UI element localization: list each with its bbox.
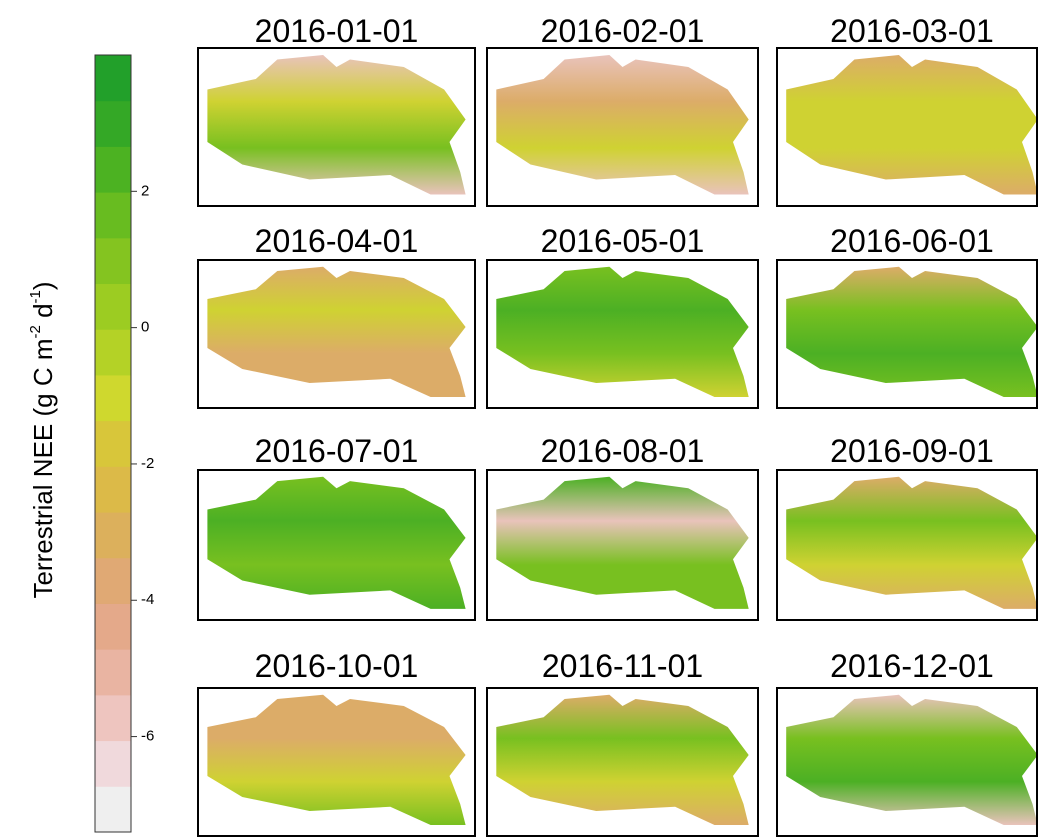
colorbar-step <box>95 649 131 695</box>
colorbar-step <box>95 466 131 512</box>
label-part: d <box>28 303 58 325</box>
colorbar-step <box>95 146 131 192</box>
map-region <box>207 267 465 397</box>
map-region <box>496 695 748 825</box>
colorbar-step <box>95 421 131 467</box>
colorbar-step <box>95 741 131 787</box>
map-title: 2016-01-01 <box>255 13 419 49</box>
colorbar-step <box>95 558 131 604</box>
colorbar-step <box>95 512 131 558</box>
map-title: 2016-07-01 <box>255 433 419 469</box>
map-title: 2016-04-01 <box>255 223 419 259</box>
map-region <box>207 477 465 609</box>
map-region <box>207 695 465 825</box>
map-title: 2016-11-01 <box>542 648 703 684</box>
colorbar-step <box>95 786 131 832</box>
colorbar-step <box>95 55 131 101</box>
map-title: 2016-03-01 <box>830 13 994 49</box>
tick-label: 0 <box>141 319 149 336</box>
map-title: 2016-12-01 <box>830 648 994 684</box>
colorbar-step <box>95 375 131 421</box>
map-region <box>786 695 1038 825</box>
label-part: ) <box>28 281 58 290</box>
map-region <box>496 267 748 397</box>
map-region <box>496 477 748 609</box>
map-title: 2016-06-01 <box>830 223 994 259</box>
map-region <box>786 55 1038 195</box>
tick-label: 2 <box>141 182 149 199</box>
map-region <box>786 267 1038 397</box>
label-part: -2 <box>27 325 44 338</box>
label-part: -1 <box>27 290 44 303</box>
colorbar-step <box>95 603 131 649</box>
colorbar-step <box>95 329 131 375</box>
colorbar-step <box>95 695 131 741</box>
colorbar-step <box>95 284 131 330</box>
map-region <box>496 55 748 195</box>
map-region <box>207 55 465 195</box>
tick-label: -2 <box>141 455 154 472</box>
map-region <box>786 477 1038 609</box>
tick-label: -6 <box>141 728 154 745</box>
map-title: 2016-02-01 <box>541 13 705 49</box>
map-title: 2016-10-01 <box>255 648 419 684</box>
tick-label: -4 <box>141 591 154 608</box>
map-title: 2016-08-01 <box>541 433 705 469</box>
map-title: 2016-05-01 <box>541 223 705 259</box>
colorbar-step <box>95 101 131 147</box>
colorbar-step <box>95 192 131 238</box>
colorbar-label: Terrestrial NEE (g C m-2 d-1) <box>27 281 57 598</box>
map-title: 2016-09-01 <box>830 433 994 469</box>
label-part: Terrestrial NEE (g C m <box>28 339 58 599</box>
colorbar-step <box>95 238 131 284</box>
figure: 20-2-4-6Terrestrial NEE (g C m-2 d-1)201… <box>0 0 1038 840</box>
